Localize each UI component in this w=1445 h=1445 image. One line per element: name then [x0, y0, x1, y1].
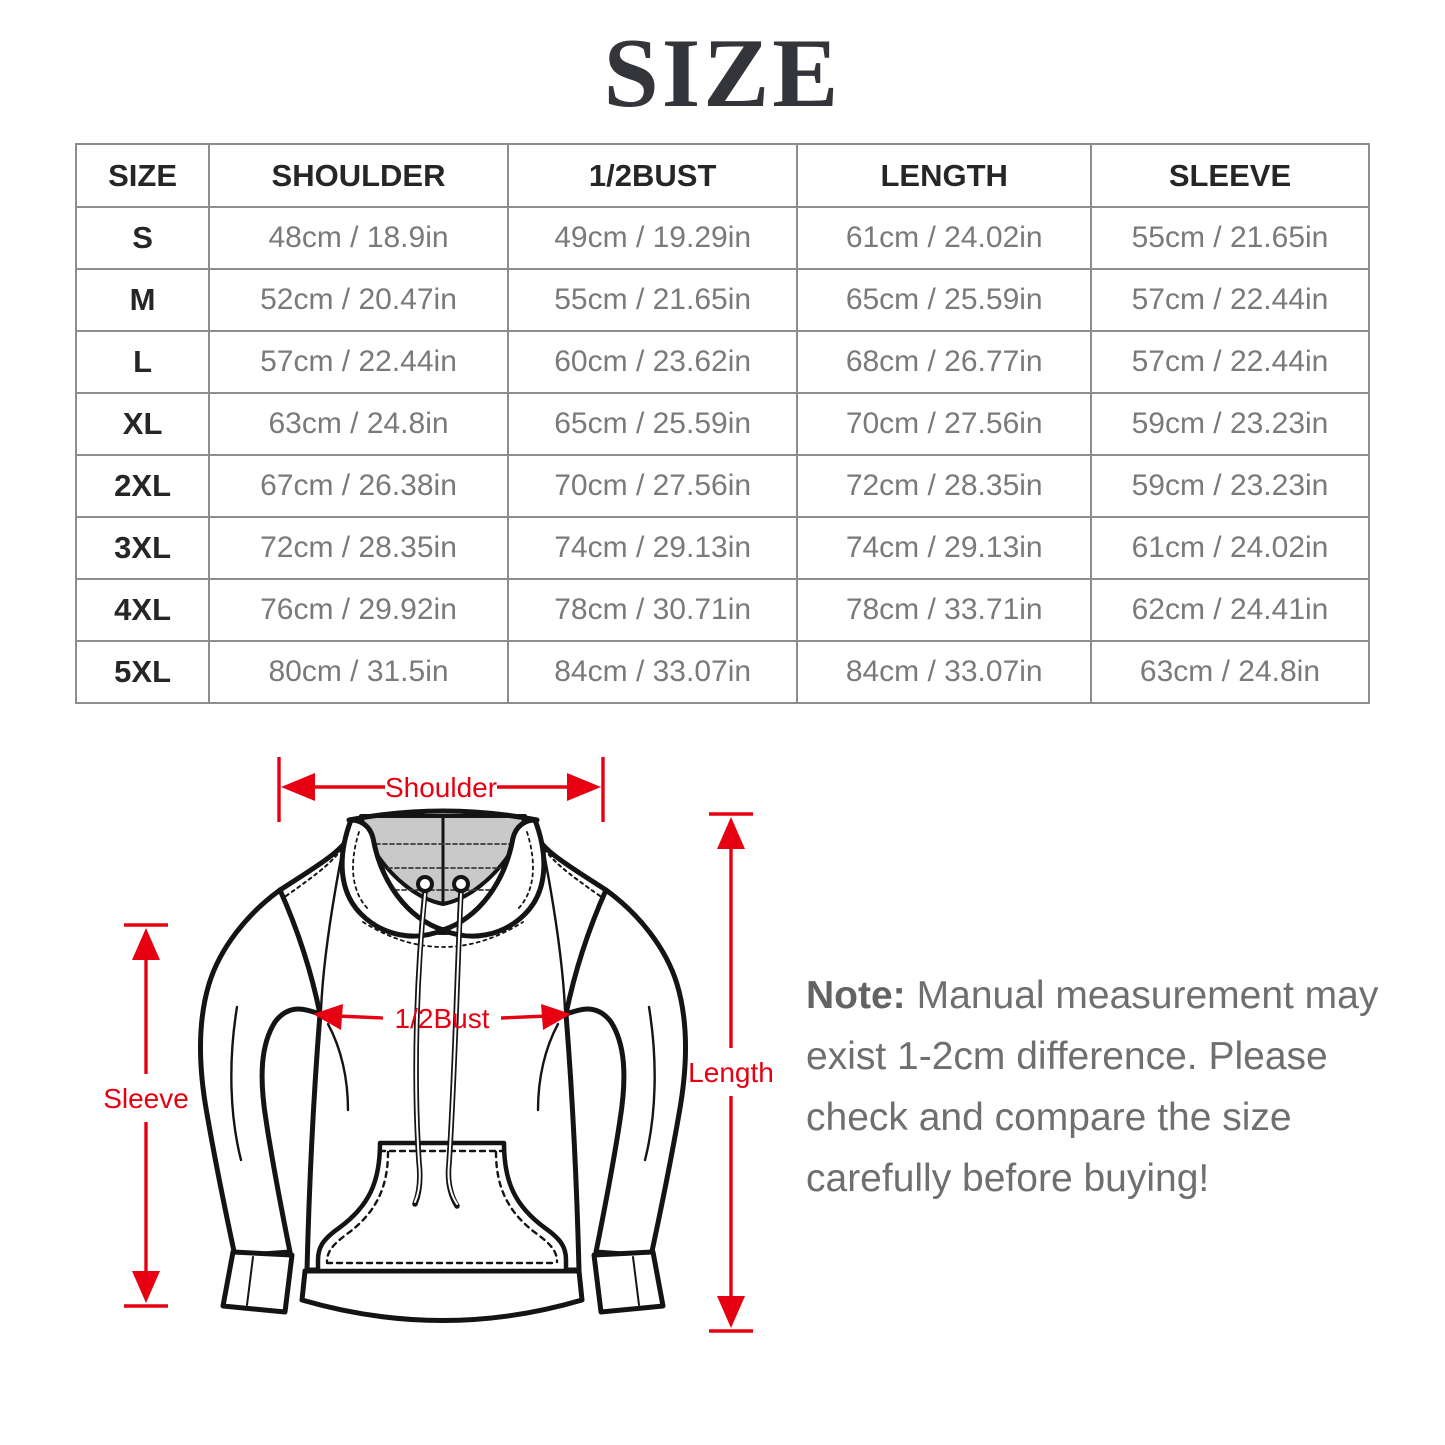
- hoodie-left-sleeve: [198, 887, 323, 1259]
- sleeve-value: 59cm / 23.23in: [1089, 392, 1371, 456]
- sleeve-value: 57cm / 22.44in: [1089, 268, 1371, 332]
- sleeve-arrow: [124, 923, 168, 1308]
- shoulder-value: 72cm / 28.35in: [208, 516, 509, 580]
- dimension-annotations: Shoulder Sleeve Length 1/2Bust: [103, 757, 774, 1333]
- shoulder-value: 48cm / 18.9in: [208, 206, 509, 270]
- size-label: 3XL: [74, 516, 211, 580]
- bust-value: 60cm / 23.62in: [506, 330, 799, 394]
- left-cuff-crease: [246, 1256, 254, 1306]
- size-label: 4XL: [74, 578, 211, 642]
- bust-value: 70cm / 27.56in: [506, 454, 799, 518]
- length-label: Length: [688, 1057, 774, 1088]
- sleeve-value: 63cm / 24.8in: [1089, 640, 1371, 704]
- col-header-shoulder: SHOULDER: [208, 143, 509, 208]
- shoulder-value: 80cm / 31.5in: [208, 640, 509, 704]
- hoodie-drawing: [198, 808, 688, 1323]
- col-header-length: LENGTH: [796, 143, 1092, 208]
- right-grommet: [452, 875, 470, 893]
- length-value: 78cm / 33.71in: [796, 578, 1092, 642]
- right-cuff: [591, 1249, 666, 1315]
- col-header-bust: 1/2BUST: [506, 143, 799, 208]
- size-label: XL: [74, 392, 211, 456]
- hoodie-right-sleeve: [563, 887, 688, 1259]
- table-row: M 52cm / 20.47in 55cm / 21.65in 65cm / 2…: [74, 268, 1371, 332]
- pocket-stitching: [325, 1149, 559, 1265]
- length-value: 65cm / 25.59in: [796, 268, 1092, 332]
- dimension-labels: Shoulder Sleeve Length 1/2Bust: [103, 772, 774, 1114]
- hem-band: [299, 1268, 585, 1323]
- right-cuff-crease: [632, 1256, 640, 1306]
- table-row: 2XL 67cm / 26.38in 70cm / 27.56in 72cm /…: [74, 454, 1371, 518]
- size-label: S: [74, 206, 211, 270]
- note-line: check and compare the size: [806, 1096, 1292, 1139]
- sleeve-value: 55cm / 21.65in: [1089, 206, 1371, 270]
- bust-value: 74cm / 29.13in: [506, 516, 799, 580]
- note-line: carefully before buying!: [806, 1157, 1210, 1200]
- left-grommet: [416, 875, 434, 893]
- bust-label: 1/2Bust: [395, 1003, 490, 1034]
- bust-value: 55cm / 21.65in: [506, 268, 799, 332]
- length-value: 84cm / 33.07in: [796, 640, 1092, 704]
- page-title: SIZE: [603, 19, 842, 128]
- sleeve-label: Sleeve: [103, 1083, 189, 1114]
- col-header-sleeve: SLEEVE: [1089, 143, 1371, 208]
- length-value: 70cm / 27.56in: [796, 392, 1092, 456]
- kangaroo-pocket: [315, 1140, 569, 1274]
- hoodie-measurement-diagram: Shoulder Sleeve Length 1/2Bust: [85, 752, 785, 1352]
- col-header-size: SIZE: [74, 143, 211, 208]
- length-arrow: [709, 812, 753, 1333]
- measurement-note: Note: Manual measurement may exist 1-2cm …: [806, 965, 1386, 1209]
- note-line: Note: Manual measurement may: [806, 974, 1379, 1017]
- left-cuff: [220, 1249, 295, 1315]
- table-header-row: SIZE SHOULDER 1/2BUST LENGTH SLEEVE: [74, 143, 1371, 208]
- shoulder-value: 67cm / 26.38in: [208, 454, 509, 518]
- bust-value: 84cm / 33.07in: [506, 640, 799, 704]
- size-label: L: [74, 330, 211, 394]
- shoulder-label: Shoulder: [385, 772, 497, 803]
- table-row: L 57cm / 22.44in 60cm / 23.62in 68cm / 2…: [74, 330, 1371, 394]
- shoulder-value: 76cm / 29.92in: [208, 578, 509, 642]
- sleeve-value: 59cm / 23.23in: [1089, 454, 1371, 518]
- collar-top-rim: [346, 808, 540, 823]
- hood-interior-stitching: [368, 843, 518, 891]
- table-row: S 48cm / 18.9in 49cm / 19.29in 61cm / 24…: [74, 206, 1371, 270]
- sleeve-value: 57cm / 22.44in: [1089, 330, 1371, 394]
- shoulder-value: 57cm / 22.44in: [208, 330, 509, 394]
- note-line: exist 1-2cm difference. Please: [806, 1035, 1328, 1078]
- size-label: M: [74, 268, 211, 332]
- collar-stitching: [352, 831, 534, 911]
- shoulder-value: 52cm / 20.47in: [208, 268, 509, 332]
- table-row: 4XL 76cm / 29.92in 78cm / 30.71in 78cm /…: [74, 578, 1371, 642]
- drawstrings: [412, 875, 470, 1209]
- length-value: 74cm / 29.13in: [796, 516, 1092, 580]
- length-value: 68cm / 26.77in: [796, 330, 1092, 394]
- table-row: XL 63cm / 24.8in 65cm / 25.59in 70cm / 2…: [74, 392, 1371, 456]
- hoodie-diagram-svg: Shoulder Sleeve Length 1/2Bust: [103, 757, 774, 1333]
- seam-lines: [230, 846, 656, 1162]
- sleeve-value: 61cm / 24.02in: [1089, 516, 1371, 580]
- table-row: 3XL 72cm / 28.35in 74cm / 29.13in 74cm /…: [74, 516, 1371, 580]
- size-label: 2XL: [74, 454, 211, 518]
- sleeve-value: 62cm / 24.41in: [1089, 578, 1371, 642]
- size-label: 5XL: [74, 640, 211, 704]
- size-chart-table: SIZE SHOULDER 1/2BUST LENGTH SLEEVE S 48…: [74, 143, 1371, 704]
- bust-value: 65cm / 25.59in: [506, 392, 799, 456]
- length-value: 72cm / 28.35in: [796, 454, 1092, 518]
- length-value: 61cm / 24.02in: [796, 206, 1092, 270]
- collar-under-stitch: [362, 921, 524, 948]
- bust-arrow: [313, 1004, 571, 1030]
- note-bold-prefix: Note:: [806, 974, 906, 1017]
- shoulder-arrow: [277, 757, 605, 822]
- bust-value: 49cm / 19.29in: [506, 206, 799, 270]
- bust-value: 78cm / 30.71in: [506, 578, 799, 642]
- shoulder-value: 63cm / 24.8in: [208, 392, 509, 456]
- table-row: 5XL 80cm / 31.5in 84cm / 33.07in 84cm / …: [74, 640, 1371, 704]
